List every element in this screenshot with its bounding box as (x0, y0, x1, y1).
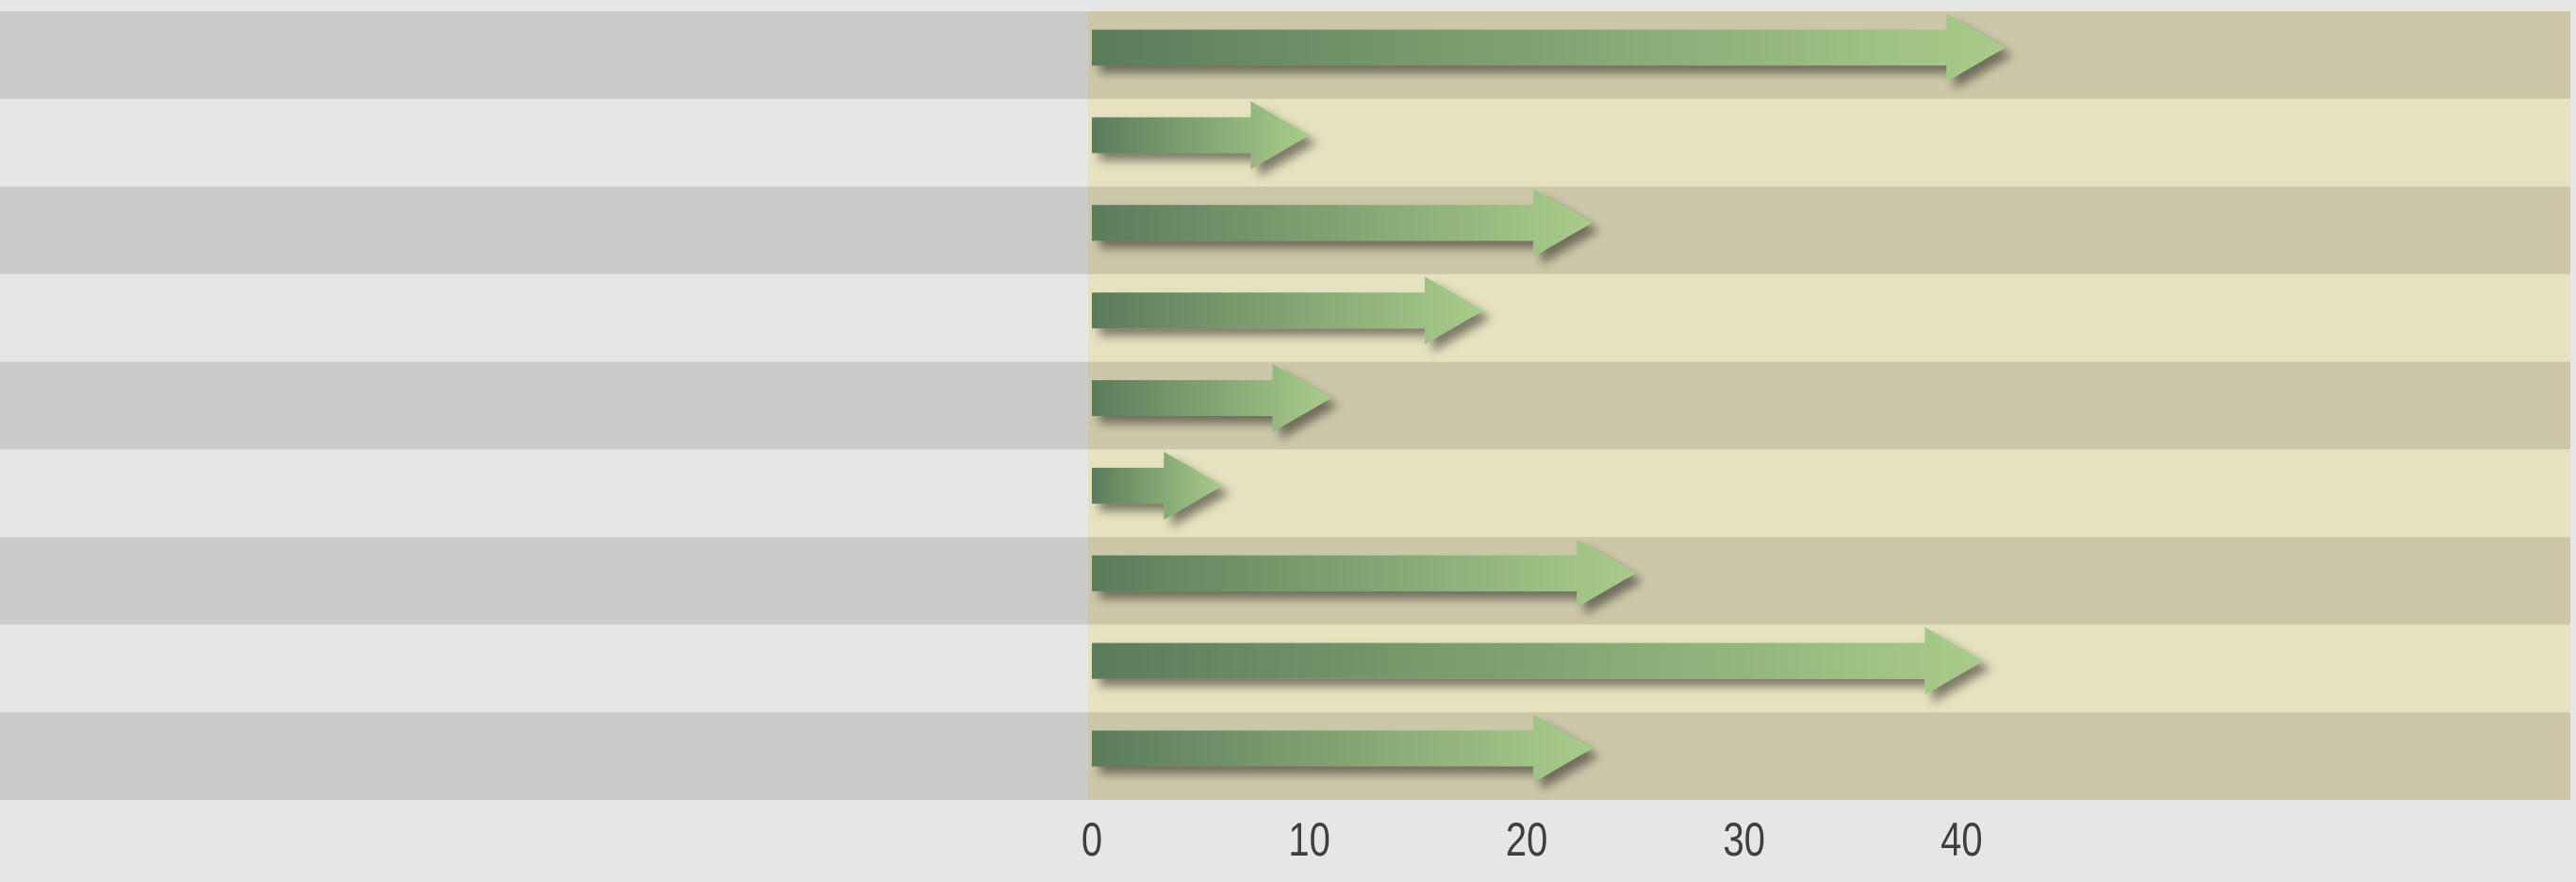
bar-arrow (1092, 189, 1593, 258)
x-tick-labels: 0 10 20 30 40 (1082, 813, 1983, 866)
row-plot-bg (1088, 361, 2570, 450)
bar-arrow (1092, 714, 1593, 783)
row-label-bg (0, 186, 1088, 275)
bar-arrow (1092, 626, 1984, 695)
row-label-bg (0, 361, 1088, 450)
x-tick-label: 20 (1506, 813, 1547, 866)
row-plot-bg (1088, 449, 2570, 538)
row-label-bg (0, 537, 1088, 625)
x-tick-label: 30 (1724, 813, 1765, 866)
row-label-bg (0, 98, 1088, 187)
row-plot-bg (1088, 98, 2570, 187)
bar-arrow (1092, 364, 1331, 432)
bar-arrow (1092, 101, 1310, 170)
row-label-bg (0, 449, 1088, 538)
row-label-bg (0, 274, 1088, 362)
x-tick-label: 0 (1082, 813, 1102, 866)
x-tick-label: 40 (1940, 813, 1982, 866)
row-label-bg (0, 624, 1088, 713)
bar-arrow (1092, 539, 1636, 607)
bar-arrow (1092, 13, 2006, 82)
bar-arrow (1092, 276, 1484, 345)
bar-arrow (1092, 451, 1223, 520)
x-tick-label: 10 (1288, 813, 1329, 866)
row-label-bg (0, 11, 1088, 99)
row-label-bg (0, 712, 1088, 800)
